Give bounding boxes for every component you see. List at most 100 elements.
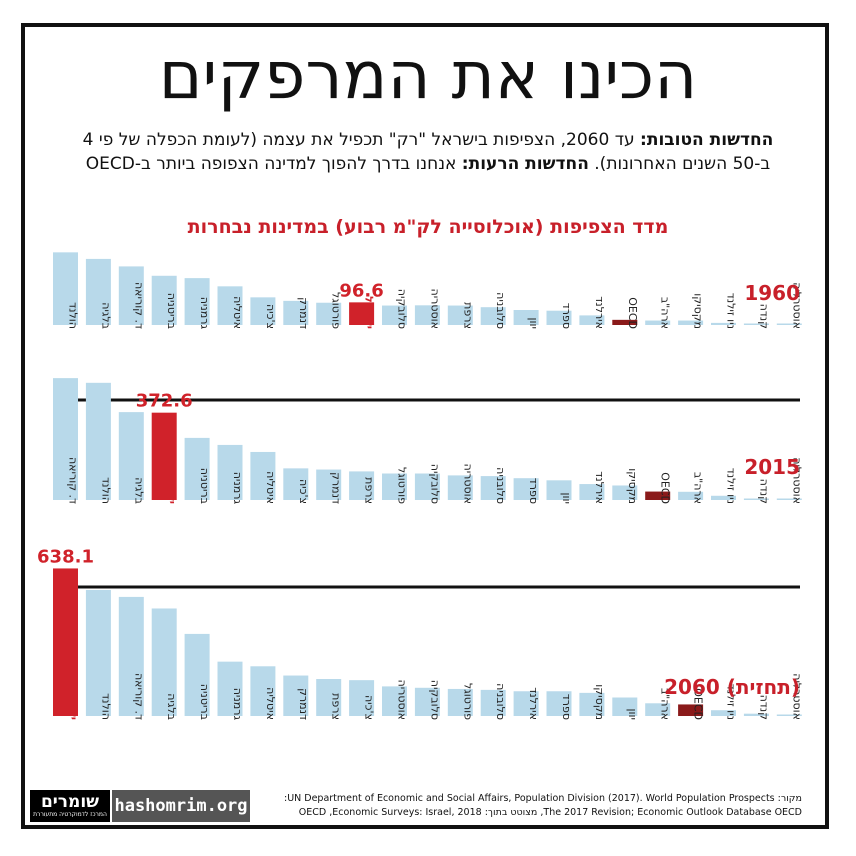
bar-2-13 <box>480 476 506 500</box>
bar-3-2 <box>118 596 144 716</box>
tick-label-2-18: OECD <box>659 472 672 504</box>
bar-3-10 <box>382 686 407 716</box>
tick-label-3-1: הולנד <box>99 693 112 720</box>
tick-label-2-9: צרפת <box>363 477 376 504</box>
tick-label-3-9: צ'כיה <box>363 695 376 720</box>
bar-3-4 <box>184 633 210 716</box>
tick-label-1-18: ארה"ב <box>659 297 672 329</box>
source-note: מקור: UN Department of Economic and Soci… <box>262 792 802 820</box>
tick-label-2-11: סלובקיה <box>428 464 441 504</box>
tick-label-3-21: קנדה <box>757 695 770 720</box>
bar-2-1 <box>85 382 111 500</box>
tick-label-3-13: סלובניה <box>494 683 507 720</box>
bar-1-0 <box>53 252 78 325</box>
bar-1-8 <box>316 302 342 325</box>
bar-1-15 <box>546 310 572 325</box>
bar-2-11 <box>414 473 440 500</box>
bar-1-5 <box>217 286 243 325</box>
bar-3-7 <box>283 675 309 716</box>
tick-label-3-3: בלגיה <box>165 693 178 720</box>
bar-2-0 <box>53 378 78 500</box>
tick-label-2-22: אוסטרליה <box>790 457 803 504</box>
bar-1-18 <box>645 320 671 325</box>
tick-label-2-0: ד. קוריאה <box>67 457 80 504</box>
bar-2-7 <box>283 468 309 500</box>
bar-3-5 <box>217 661 243 716</box>
bar-1-14 <box>513 310 539 325</box>
tick-label-2-14: ספרד <box>527 478 540 504</box>
bar-3-15 <box>546 691 572 716</box>
tick-label-3-10: אוסטריה <box>396 680 409 720</box>
bar-2-22 <box>776 498 802 500</box>
tick-label-1-7: דנמרק <box>297 297 310 329</box>
tick-label-1-5: איטליה <box>231 296 244 329</box>
tick-label-2-15: יוון <box>560 493 573 504</box>
logo-main-text: שומרים <box>40 792 100 812</box>
bar-2-12 <box>447 475 473 500</box>
bar-3-20 <box>711 710 736 716</box>
tick-label-1-12: צרפת <box>461 302 474 329</box>
tick-label-2-1: הולנד <box>99 477 112 504</box>
tick-label-2-12: אוסטריה <box>461 464 474 504</box>
bar-3-6 <box>250 666 276 716</box>
tick-label-2-8: דנמרק <box>330 472 343 504</box>
bar-1-7 <box>283 300 309 325</box>
bar-1-12 <box>447 305 473 325</box>
bar-1-16 <box>579 315 605 325</box>
subtitle: החדשות הטובות: עד 2060, הצפיפות בישראל "… <box>70 128 786 176</box>
tick-label-2-10: פורטוגל <box>396 467 409 504</box>
tick-label-2-19: ארה"ב <box>692 472 705 504</box>
bar-1-1 <box>85 258 111 325</box>
source-line-2: The 2017 Revision; Economic Outlook Data… <box>298 807 802 818</box>
bar-1-11 <box>414 305 440 325</box>
bar-3-19 <box>678 704 704 716</box>
tick-label-3-12: פורטוגל <box>461 683 474 720</box>
tick-label-2-17: מקסיקו <box>626 468 639 504</box>
bar-1-4 <box>184 278 210 325</box>
bar-3-17 <box>612 697 638 716</box>
bar-1-6 <box>250 297 276 325</box>
tick-label-1-22: אוסטרליה <box>790 282 803 329</box>
tick-label-3-2: ד. קוריאה <box>132 673 145 720</box>
bar-3-11 <box>414 687 440 716</box>
bar-2-20 <box>711 495 736 500</box>
site-link[interactable]: hashomrim.org <box>112 790 250 822</box>
bar-2-17 <box>612 485 638 500</box>
tick-label-1-21: קנדה <box>757 304 770 329</box>
bar-3-1 <box>85 589 111 716</box>
bar-1-19 <box>678 320 704 325</box>
bar-3-9 <box>349 680 375 716</box>
bar-2-5 <box>217 444 243 500</box>
tick-label-3-16: מקסיקו <box>593 684 606 720</box>
year-label-1: 1960 <box>744 281 800 305</box>
tick-label-2-20: ניו זילנד <box>725 468 738 504</box>
page-title: הכינו את המרפקים <box>158 37 698 114</box>
bar-2-10 <box>382 473 407 500</box>
tick-label-3-18: ארה"ב <box>659 688 672 720</box>
good-news-label: החדשות הטובות: <box>640 130 774 150</box>
tick-label-3-15: ספרד <box>560 694 573 720</box>
tick-label-1-17: OECD <box>626 297 639 329</box>
bar-2-19 <box>678 491 704 500</box>
tick-label-1-3: בריטניה <box>165 293 178 329</box>
tick-label-1-10: סלובקיה <box>396 289 409 329</box>
bar-1-10 <box>382 305 407 325</box>
tick-label-3-5: גרמניה <box>231 688 244 721</box>
bar-2-3 <box>151 412 177 500</box>
tick-label-1-6: צ'כיה <box>264 304 277 329</box>
tick-label-1-1: בלגיה <box>99 302 112 329</box>
tick-label-3-0: ישראל <box>67 687 80 720</box>
tick-label-3-6: איטליה <box>264 687 277 720</box>
tick-label-3-11: סלובקיה <box>428 680 441 720</box>
tick-label-1-2: ד. קוריאה <box>132 282 145 329</box>
bar-1-3 <box>151 275 177 325</box>
bar-3-14 <box>513 691 539 716</box>
tick-label-2-2: בלגיה <box>132 477 145 504</box>
tick-label-3-17: יוון <box>626 709 639 720</box>
israel-value-label-2: 372.6 <box>136 391 193 412</box>
bar-3-8 <box>316 679 342 716</box>
bar-3-16 <box>579 692 605 716</box>
bar-1-9 <box>349 302 375 325</box>
tick-label-1-4: גרמניה <box>198 297 211 330</box>
bar-2-6 <box>250 451 276 500</box>
